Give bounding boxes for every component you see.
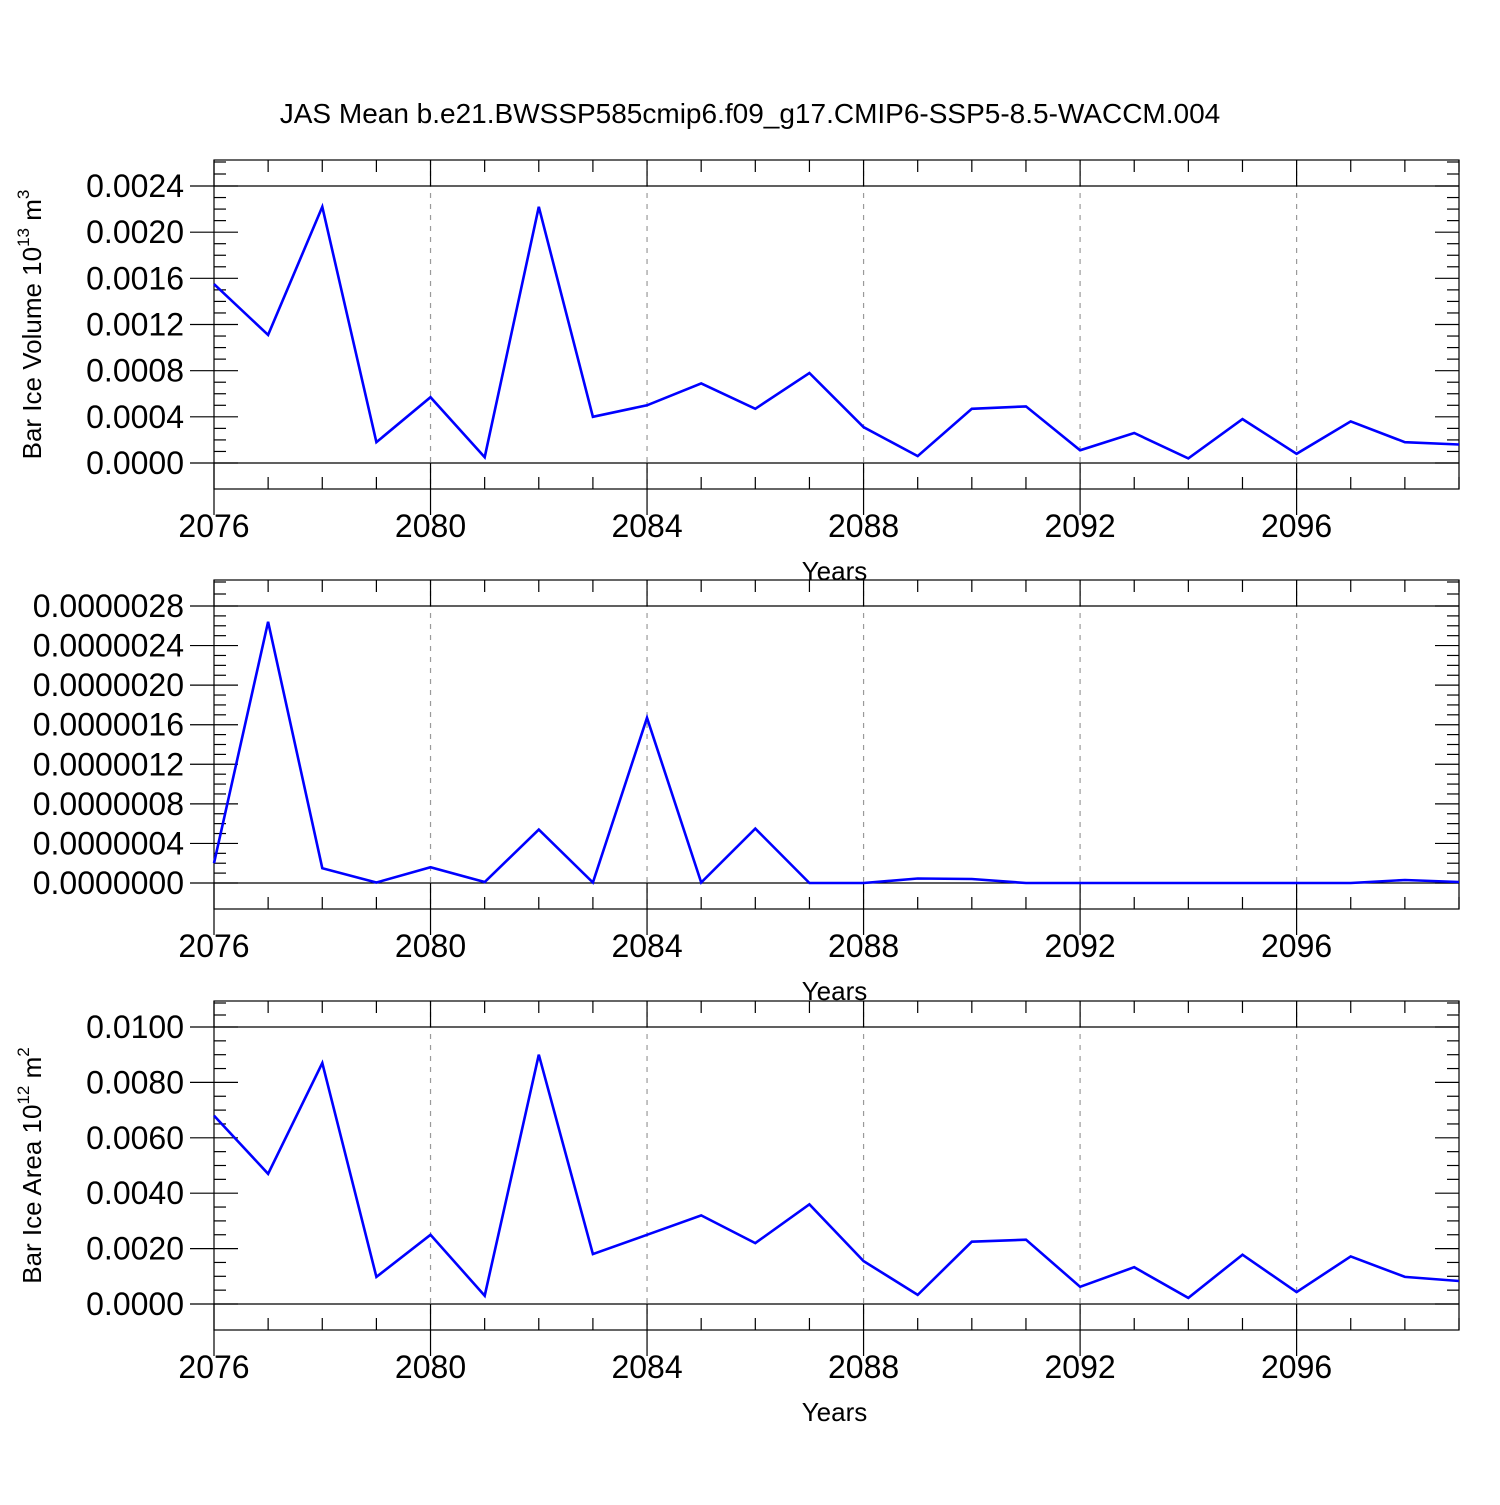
x-axis-label: Years [802, 1397, 868, 1427]
y-axis-label-exponent: 13 [14, 228, 33, 247]
y-tick-label: 0.0024 [86, 168, 184, 204]
x-tick-label: 2092 [1044, 928, 1115, 964]
x-tick-label: 2084 [611, 1349, 682, 1385]
x-tick-label: 2096 [1261, 928, 1332, 964]
y-tick-label: 0.0000028 [33, 588, 184, 624]
y-tick-label: 0.0008 [86, 353, 184, 389]
plot-frame [213, 1000, 1460, 1331]
y-tick-label: 0.0000024 [33, 628, 184, 664]
y-tick-label: 0.0000 [86, 445, 184, 481]
x-axis-label: Years [802, 556, 868, 586]
chart-panel-3: 2076 2080 2084 2088 2092 2096 Years 0.0000 0.002… [14, 1000, 1460, 1427]
y-axis-label-unit-exponent: 3 [14, 190, 33, 199]
y-tick-label: 0.0000012 [33, 746, 184, 782]
y-tick-label: 0.0016 [86, 260, 184, 296]
x-tick-label: 2088 [828, 1349, 899, 1385]
x-tick-label: 2076 [178, 508, 249, 544]
y-tick-label: 0.0020 [86, 214, 184, 250]
y-tick-label: 0.0000004 [33, 825, 184, 861]
y-tick-label: 0.0000020 [33, 667, 184, 703]
x-tick-label: 2076 [178, 1349, 249, 1385]
x-tick-label: 2088 [828, 928, 899, 964]
x-tick-label: 2080 [395, 508, 466, 544]
y-tick-label: 0.0000008 [33, 786, 184, 822]
x-tick-label: 2080 [395, 1349, 466, 1385]
y-tick-label: 0.0000000 [33, 865, 184, 901]
x-tick-label: 2088 [828, 508, 899, 544]
y-tick-label: 0.0000016 [33, 707, 184, 743]
y-axis-label-text: Bar Ice Area 10 [17, 1105, 47, 1284]
y-axis-label-unit-exponent: 2 [14, 1047, 33, 1056]
y-tick-label: 0.0060 [86, 1120, 184, 1156]
y-tick-label: 0.0080 [86, 1064, 184, 1100]
x-tick-label: 2092 [1044, 1349, 1115, 1385]
x-tick-label: 2084 [611, 928, 682, 964]
y-axis-label-exponent: 12 [14, 1086, 33, 1105]
y-tick-label: 0.0020 [86, 1231, 184, 1267]
y-axis-label: Bar Ice Volume 1013 m3 [14, 190, 47, 460]
y-axis-label-text: Bar Ice Volume 10 [17, 247, 47, 459]
x-tick-label: 2076 [178, 928, 249, 964]
series-line [213, 1054, 1460, 1300]
x-tick-label: 2096 [1261, 508, 1332, 544]
x-tick-label: 2080 [395, 928, 466, 964]
y-tick-label: 0.0040 [86, 1175, 184, 1211]
series-line [212, 621, 1460, 885]
y-tick-label: 0.0100 [86, 1009, 184, 1045]
plot-frame [213, 579, 1460, 910]
series-line [213, 202, 1460, 460]
x-tick-label: 2096 [1261, 1349, 1332, 1385]
y-tick-label: 0.0012 [86, 307, 184, 343]
y-tick-label: 0.0004 [86, 399, 184, 435]
x-tick-label: 2092 [1044, 508, 1115, 544]
x-tick-label: 2084 [611, 508, 682, 544]
y-axis-label: Bar Ice Area 1012 m2 [14, 1047, 47, 1284]
chart-panel-1: 2076 2080 2084 2088 2092 2096 Years 0.0000 0.000… [14, 159, 1460, 586]
y-tick-label: 0.0000 [86, 1286, 184, 1322]
y-axis-label-unit: m [17, 1057, 47, 1086]
chart-panel-2: 2076 2080 2084 2088 2092 2096Years0.00000000.… [33, 579, 1460, 1006]
y-axis-label-unit: m [17, 199, 47, 228]
chart-title: JAS Mean b.e21.BWSSP585cmip6.f09_g17.CMI… [280, 98, 1221, 129]
